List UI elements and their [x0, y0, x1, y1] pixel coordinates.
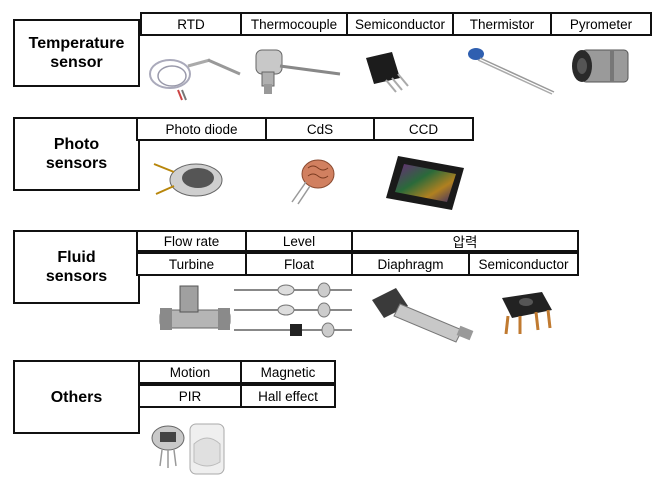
- label-motion: Motion: [138, 360, 242, 384]
- photo-diode-image: [153, 163, 223, 197]
- label-fluid-semiconductor: Semiconductor: [468, 252, 579, 276]
- thermocouple-sensor-image: [255, 49, 341, 94]
- category-photo-sensors: Photo sensors: [13, 117, 140, 191]
- rtd-sensor-image: [149, 58, 241, 101]
- label-photo-diode: Photo diode: [136, 117, 267, 141]
- semiconductor-temp-sensor-image: [366, 52, 409, 93]
- label-pyrometer: Pyrometer: [550, 12, 652, 36]
- label-turbine: Turbine: [136, 252, 247, 276]
- label-thermocouple: Thermocouple: [240, 12, 348, 36]
- label-diaphragm: Diaphragm: [351, 252, 470, 276]
- label-rtd: RTD: [140, 12, 242, 36]
- category-temperature-sensor: Temperature sensor: [13, 19, 140, 87]
- label-level: Level: [245, 230, 353, 252]
- pyrometer-sensor-image: [572, 49, 629, 83]
- label-semiconductor: Semiconductor: [346, 12, 454, 36]
- pir-sensor-image: [151, 423, 225, 475]
- float-level-sensor-image: [234, 282, 352, 338]
- thermistor-sensor-image: [468, 48, 555, 95]
- label-cds: CdS: [265, 117, 375, 141]
- category-others: Others: [13, 360, 140, 434]
- diaphragm-pressure-sensor-image: [372, 288, 474, 343]
- label-thermistor: Thermistor: [452, 12, 552, 36]
- label-hall-effect: Hall effect: [240, 384, 336, 408]
- label-flow-rate: Flow rate: [136, 230, 247, 252]
- label-pir: PIR: [138, 384, 242, 408]
- turbine-flow-sensor-image: [159, 285, 231, 330]
- label-float: Float: [245, 252, 353, 276]
- cds-photoresistor-image: [291, 159, 335, 205]
- label-pressure: 압력: [351, 230, 579, 252]
- category-fluid-sensors: Fluid sensors: [13, 230, 140, 304]
- label-magnetic: Magnetic: [240, 360, 336, 384]
- label-ccd: CCD: [373, 117, 474, 141]
- semiconductor-pressure-sensor-image: [502, 292, 552, 335]
- ccd-sensor-image: [386, 156, 464, 210]
